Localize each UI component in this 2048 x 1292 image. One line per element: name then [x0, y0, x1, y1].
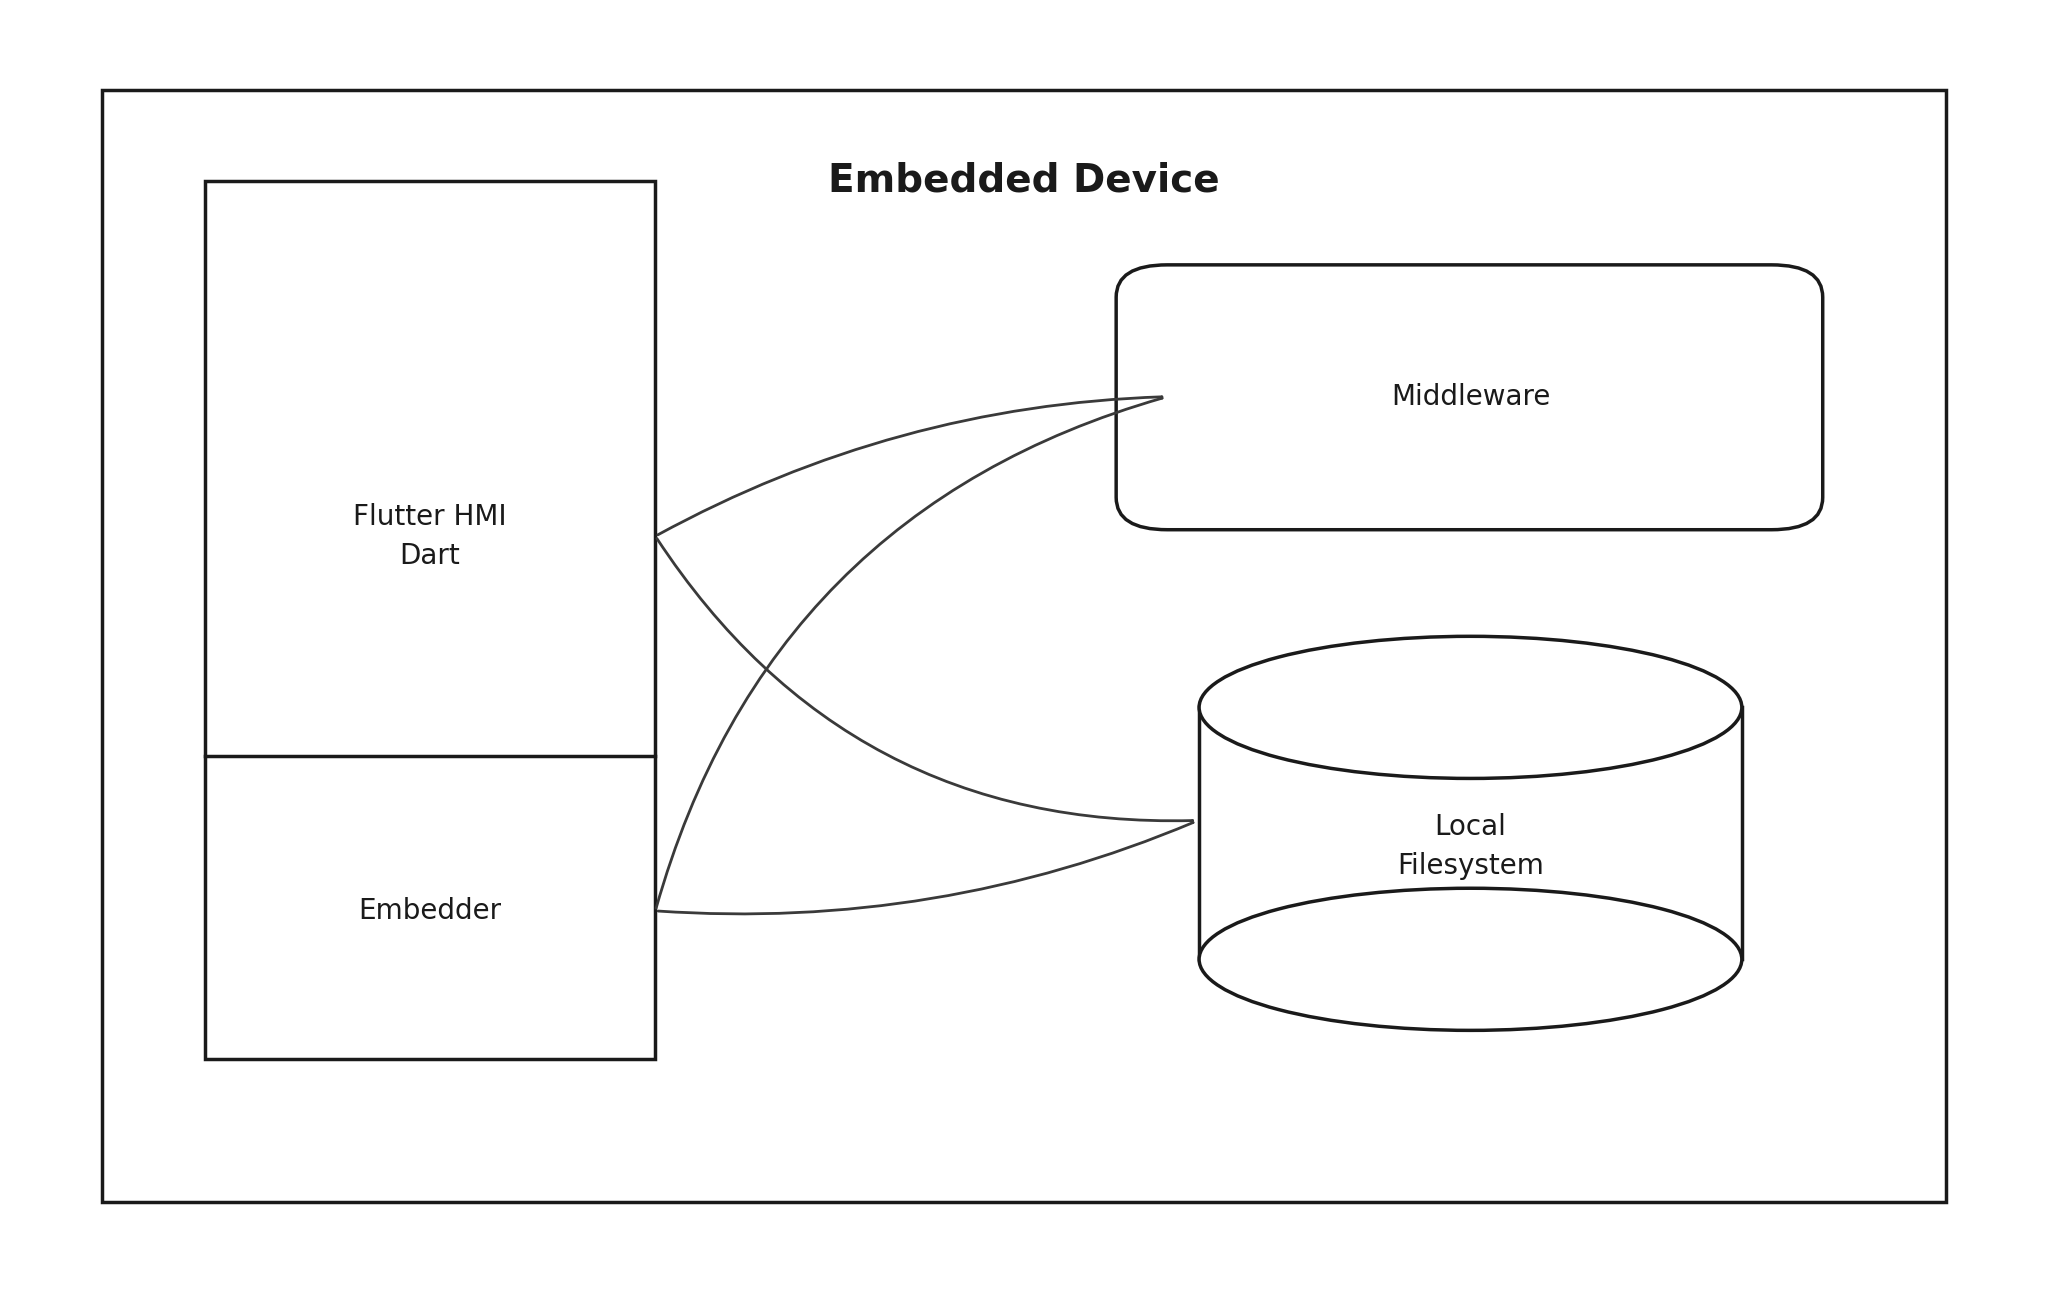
Bar: [205, 181, 655, 1059]
Text: Flutter HMI
Dart: Flutter HMI Dart: [352, 503, 508, 570]
FancyArrowPatch shape: [657, 823, 1194, 913]
FancyArrowPatch shape: [655, 398, 1161, 908]
Ellipse shape: [1198, 889, 1741, 1031]
Bar: [1198, 708, 1741, 959]
FancyArrowPatch shape: [657, 539, 1192, 820]
Text: Middleware: Middleware: [1391, 382, 1550, 411]
Text: Embedder: Embedder: [358, 897, 502, 925]
Text: Embedded Device: Embedded Device: [827, 162, 1221, 200]
FancyArrowPatch shape: [657, 397, 1161, 535]
FancyBboxPatch shape: [1116, 265, 1823, 530]
Text: Local
Filesystem: Local Filesystem: [1397, 813, 1544, 880]
FancyBboxPatch shape: [102, 90, 1946, 1202]
Ellipse shape: [1198, 637, 1741, 778]
